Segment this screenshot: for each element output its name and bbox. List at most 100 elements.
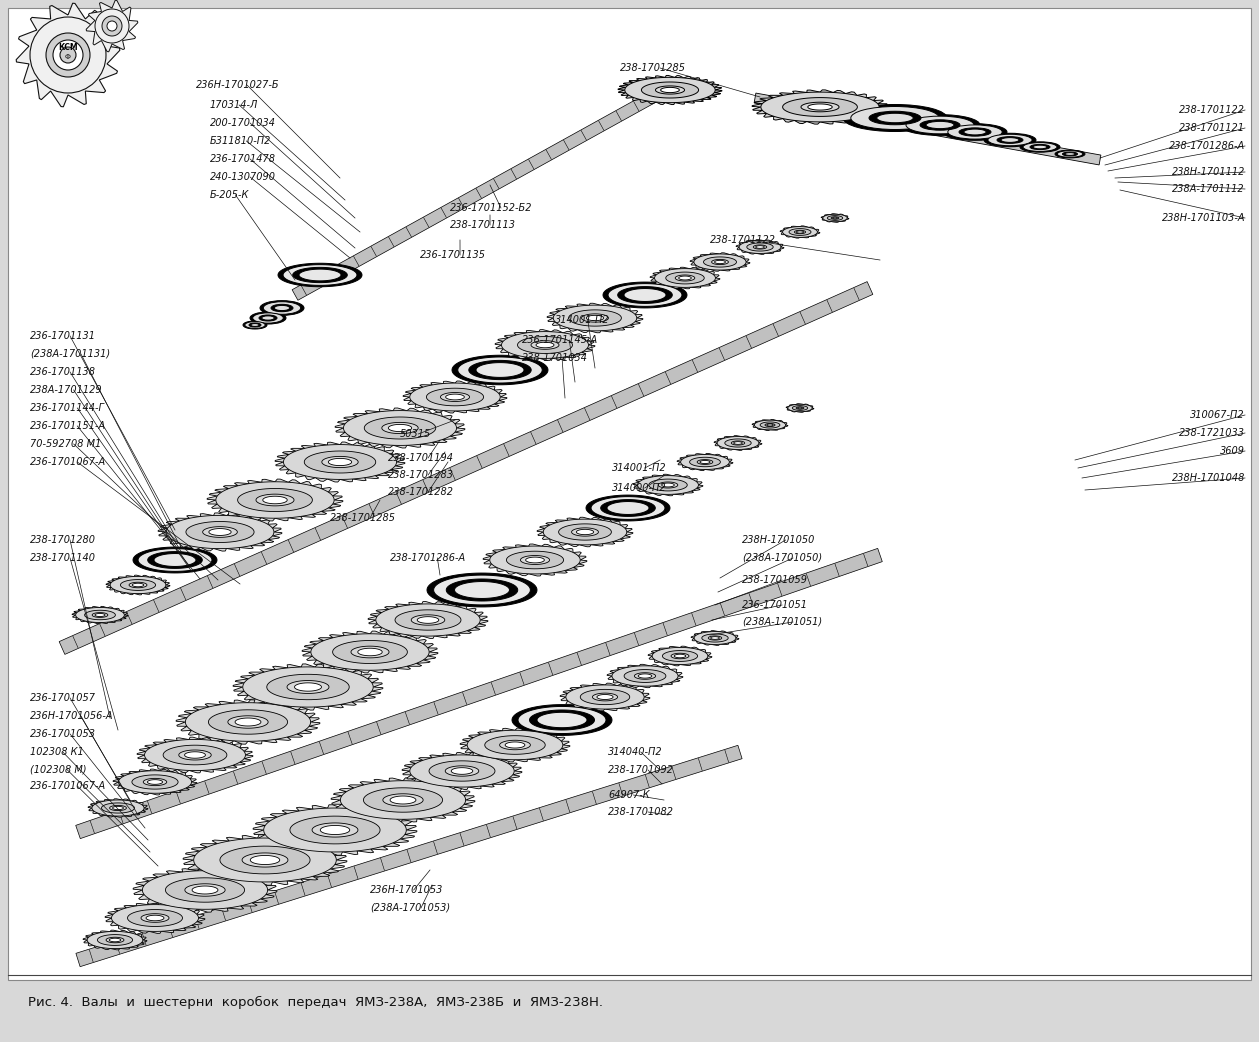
Ellipse shape — [985, 133, 1036, 147]
Polygon shape — [821, 214, 849, 222]
Polygon shape — [409, 383, 500, 411]
Polygon shape — [690, 457, 720, 467]
Polygon shape — [483, 544, 587, 576]
Polygon shape — [635, 673, 656, 679]
Polygon shape — [322, 456, 359, 468]
Text: (238А-1701131): (238А-1701131) — [30, 349, 110, 359]
Polygon shape — [725, 439, 752, 447]
Polygon shape — [283, 265, 358, 286]
Polygon shape — [704, 257, 737, 267]
Polygon shape — [666, 272, 704, 283]
Ellipse shape — [251, 312, 286, 324]
Polygon shape — [460, 728, 570, 762]
Polygon shape — [544, 519, 627, 545]
Polygon shape — [132, 775, 178, 789]
Circle shape — [102, 16, 122, 36]
Circle shape — [30, 17, 106, 93]
Polygon shape — [633, 474, 703, 496]
Ellipse shape — [263, 302, 301, 315]
Text: 238-1701122: 238-1701122 — [1178, 105, 1245, 115]
Ellipse shape — [1055, 150, 1085, 158]
Polygon shape — [671, 653, 689, 659]
Polygon shape — [505, 742, 525, 748]
Polygon shape — [142, 871, 268, 910]
Polygon shape — [332, 641, 408, 664]
Polygon shape — [154, 553, 196, 567]
Text: 238-1701113: 238-1701113 — [449, 220, 516, 230]
Ellipse shape — [844, 104, 947, 131]
Polygon shape — [538, 517, 633, 547]
Polygon shape — [603, 282, 687, 308]
Ellipse shape — [869, 111, 922, 125]
Polygon shape — [662, 483, 675, 487]
Polygon shape — [292, 77, 682, 300]
Polygon shape — [16, 3, 120, 106]
Polygon shape — [582, 314, 608, 322]
Text: 238-1701122: 238-1701122 — [710, 235, 776, 245]
Polygon shape — [137, 737, 253, 773]
Text: 238-1701285: 238-1701285 — [619, 63, 686, 73]
Polygon shape — [106, 575, 170, 595]
Polygon shape — [690, 253, 750, 271]
Polygon shape — [165, 877, 244, 902]
Polygon shape — [797, 231, 803, 233]
Polygon shape — [650, 267, 720, 289]
Polygon shape — [179, 750, 212, 760]
Polygon shape — [560, 684, 650, 711]
Polygon shape — [59, 281, 872, 654]
Polygon shape — [577, 529, 594, 535]
Polygon shape — [500, 740, 530, 750]
Polygon shape — [765, 423, 776, 426]
Text: 238-1701092: 238-1701092 — [608, 765, 674, 775]
Polygon shape — [451, 768, 473, 774]
Polygon shape — [159, 513, 282, 551]
Ellipse shape — [243, 321, 267, 329]
Polygon shape — [145, 740, 246, 770]
Polygon shape — [590, 497, 665, 519]
Text: 238-1701140: 238-1701140 — [30, 553, 96, 563]
Polygon shape — [710, 637, 719, 640]
Polygon shape — [797, 407, 802, 408]
Polygon shape — [587, 316, 603, 321]
Text: 236-1701051: 236-1701051 — [742, 600, 808, 610]
Polygon shape — [656, 85, 685, 94]
Polygon shape — [754, 420, 786, 429]
Ellipse shape — [851, 106, 939, 129]
Polygon shape — [767, 424, 773, 426]
Polygon shape — [146, 915, 164, 921]
Polygon shape — [388, 424, 412, 431]
Polygon shape — [144, 778, 166, 786]
Polygon shape — [133, 547, 217, 573]
Polygon shape — [681, 454, 729, 470]
Text: 314040-П2: 314040-П2 — [608, 747, 662, 756]
Polygon shape — [263, 496, 287, 503]
Text: 3609: 3609 — [1220, 446, 1245, 456]
Polygon shape — [752, 90, 888, 124]
Ellipse shape — [251, 324, 259, 326]
Polygon shape — [164, 745, 227, 765]
Ellipse shape — [1001, 138, 1019, 143]
Polygon shape — [718, 437, 759, 449]
Polygon shape — [661, 88, 680, 93]
Ellipse shape — [1058, 151, 1083, 157]
Polygon shape — [794, 230, 806, 233]
Ellipse shape — [927, 121, 954, 128]
Ellipse shape — [943, 124, 1007, 141]
Polygon shape — [376, 604, 480, 636]
Ellipse shape — [1063, 152, 1078, 156]
Polygon shape — [395, 610, 461, 630]
Polygon shape — [648, 479, 687, 491]
Polygon shape — [700, 461, 710, 464]
Text: 236-1701057: 236-1701057 — [30, 693, 96, 703]
Polygon shape — [147, 551, 203, 568]
Polygon shape — [501, 331, 588, 358]
Polygon shape — [132, 584, 144, 587]
Text: (238А-1701051): (238А-1701051) — [742, 617, 822, 627]
Text: 236-1701151-А: 236-1701151-А — [30, 421, 106, 431]
Polygon shape — [559, 524, 612, 540]
Polygon shape — [781, 226, 820, 239]
Text: 314001-П2: 314001-П2 — [555, 315, 609, 325]
Text: Ф: Ф — [65, 54, 71, 60]
Polygon shape — [485, 736, 545, 754]
Polygon shape — [86, 0, 137, 52]
